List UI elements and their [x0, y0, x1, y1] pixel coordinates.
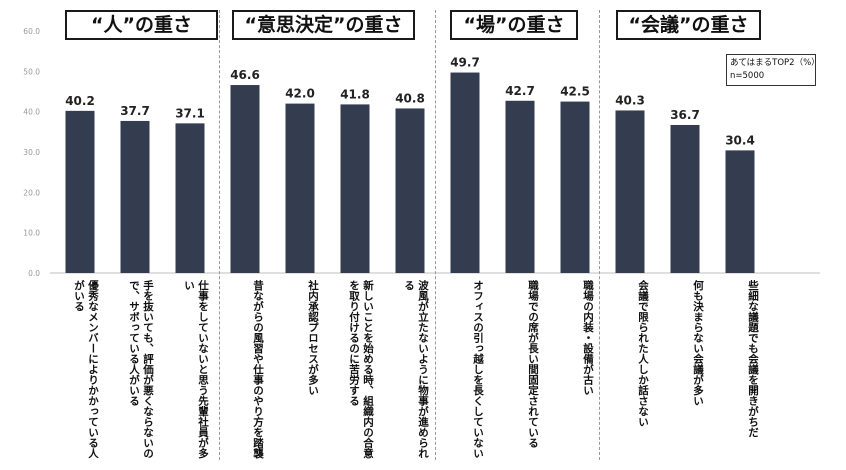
group-label: “場”の重さ — [450, 10, 578, 40]
y-tick-label: 50.0 — [23, 67, 40, 76]
group-label: “人”の重さ — [65, 10, 218, 40]
group-separator — [219, 10, 220, 460]
data-label: 49.7 — [450, 56, 480, 70]
data-label: 40.3 — [615, 93, 645, 107]
legend-title: あてはまるTOP2（%） — [730, 58, 820, 68]
bar — [340, 104, 370, 273]
category-label: 何も決まらない会議が多い — [692, 280, 704, 406]
category-label: 些細な議題でも会議を開きがちだ — [747, 280, 759, 438]
y-tick-label: 20.0 — [23, 188, 40, 197]
bar — [285, 103, 315, 273]
category-label: 新しいことを始める時、組織内の合意を取り付けるのに苦労する — [348, 280, 374, 459]
data-label: 40.2 — [65, 94, 95, 108]
category-label: 会議で限られた人しか話さない — [637, 280, 649, 427]
category-label: オフィスの引っ越しを長くしていない — [472, 280, 484, 459]
bar — [395, 108, 425, 273]
data-label: 40.8 — [395, 91, 425, 105]
category-label: 社内承認プロセスが多い — [307, 280, 319, 396]
category-label: 波風が立たないように物事が進められる — [403, 280, 429, 459]
data-label: 42.5 — [560, 85, 590, 99]
bar — [670, 124, 700, 273]
group-label: “意思決定”の重さ — [232, 10, 415, 40]
group-separator — [435, 10, 436, 460]
category-label: 優秀なメンバーによりかかっている人がいる — [73, 280, 99, 459]
category-label: 職場での席が長い間固定されている — [527, 280, 539, 448]
data-label: 42.7 — [505, 84, 535, 98]
category-label: 手を抜いても、評価が悪くならないので、サボっている人がいる — [128, 280, 154, 459]
y-tick-label: 0.0 — [28, 269, 40, 278]
category-label: 昔ながらの風習や仕事のやり方を踏襲 — [252, 280, 264, 459]
bar — [505, 100, 535, 273]
group-label: “会議”の重さ — [616, 10, 761, 40]
bar — [175, 123, 205, 273]
legend-sample-size: n=5000 — [730, 71, 765, 81]
category-label: 職場の内装・設備が古い — [582, 280, 594, 396]
y-tick-label: 60.0 — [23, 27, 40, 36]
y-tick-label: 30.0 — [23, 148, 40, 157]
data-label: 37.1 — [175, 106, 205, 120]
data-label: 46.6 — [230, 68, 260, 82]
legend-box: あてはまるTOP2（%） n=5000 — [726, 54, 820, 86]
bar — [120, 120, 150, 274]
bar — [65, 110, 95, 273]
data-label: 36.7 — [670, 108, 700, 122]
data-label: 37.7 — [120, 104, 150, 118]
data-label: 42.0 — [285, 87, 315, 101]
group-separator — [599, 10, 600, 460]
bar — [615, 110, 645, 273]
bar — [725, 150, 755, 273]
data-label: 41.8 — [340, 87, 370, 101]
bar — [450, 72, 480, 273]
bar — [230, 85, 260, 274]
y-tick-label: 40.0 — [23, 108, 40, 117]
y-tick-label: 10.0 — [23, 229, 40, 238]
data-label: 30.4 — [725, 133, 755, 147]
bar — [560, 101, 590, 273]
category-label: 仕事をしていないと思う先輩社員が多い — [183, 280, 209, 459]
